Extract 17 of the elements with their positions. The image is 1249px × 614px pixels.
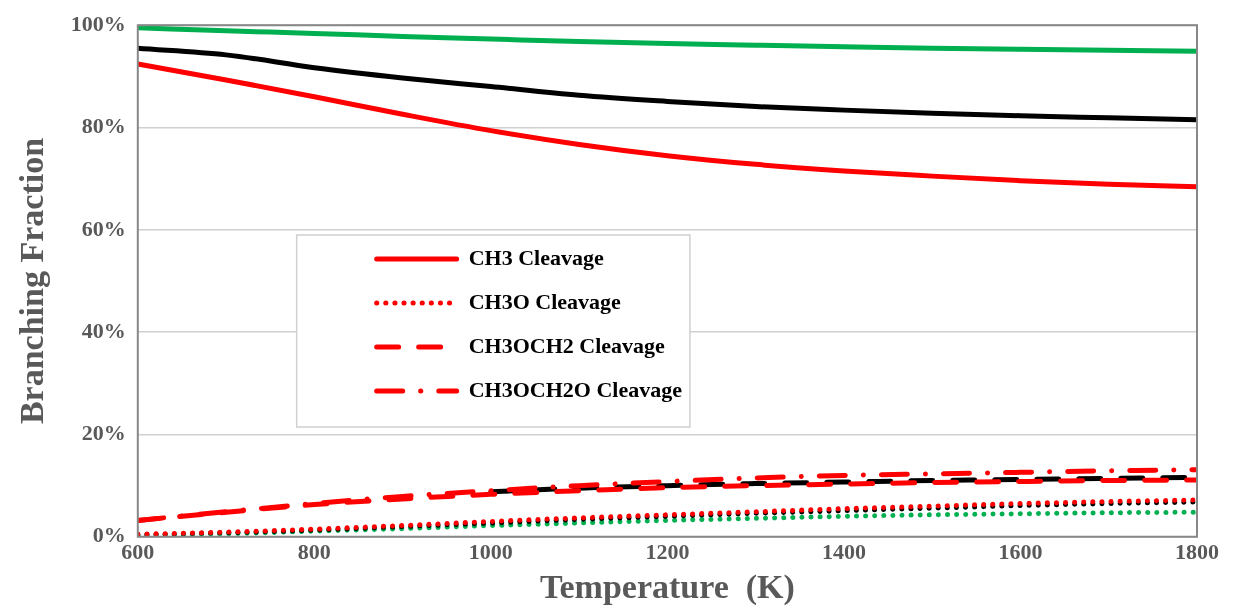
x-tick-label: 1200 — [645, 538, 690, 564]
legend-label: CH3O Cleavage — [468, 288, 622, 314]
x-tick-label: 1000 — [468, 538, 513, 564]
x-tick-label: 1400 — [821, 538, 866, 564]
x-tick-label: 1800 — [1175, 538, 1219, 564]
y-tick-label: 20% — [81, 420, 126, 446]
y-axis-title: Branching Fraction — [13, 137, 51, 425]
legend-label: CH3 Cleavage — [468, 244, 604, 270]
x-tick-label: 1600 — [998, 538, 1043, 564]
y-tick-label: 100% — [70, 10, 126, 36]
legend-label: CH3OCH2 Cleavage — [468, 332, 666, 358]
y-tick-label: 40% — [81, 317, 126, 343]
x-axis-title: Temperature (K) — [539, 568, 795, 607]
y-tick-label: 60% — [81, 215, 126, 241]
y-tick-label: 80% — [81, 113, 126, 139]
x-tick-label: 800 — [297, 538, 331, 564]
legend-label: CH3OCH2O Cleavage — [468, 376, 683, 402]
